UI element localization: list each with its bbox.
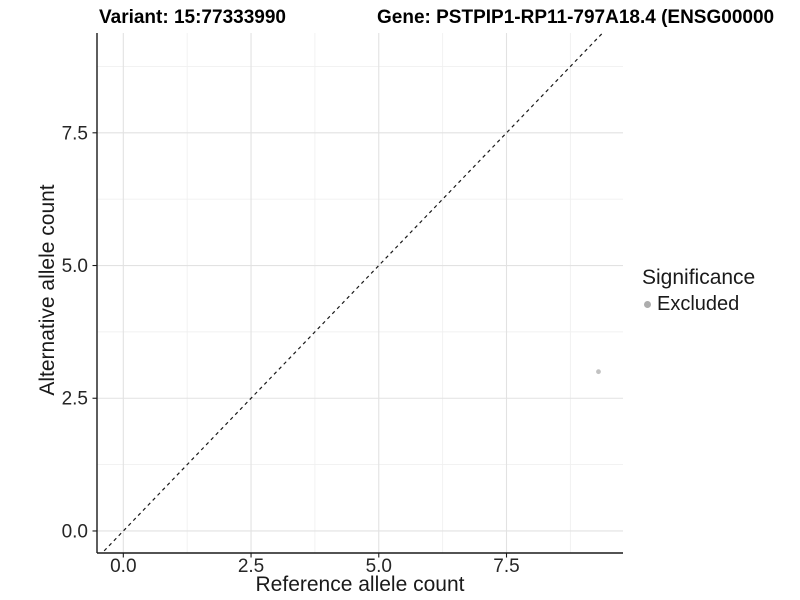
y-tick-label: 7.5 bbox=[62, 123, 88, 144]
data-points bbox=[596, 369, 601, 375]
tick-marks bbox=[92, 132, 508, 558]
legend-title: Significance bbox=[642, 266, 756, 289]
identity-line-group bbox=[101, 33, 604, 553]
x-axis-title: Reference allele count bbox=[255, 573, 465, 596]
x-tick-label: 5.0 bbox=[366, 556, 392, 577]
legend-point-icon bbox=[644, 301, 651, 308]
x-tick-labels: 0.0 2.5 5.0 7.5 bbox=[110, 556, 520, 577]
identity-dashed-line bbox=[101, 33, 604, 553]
legend: Significance Excluded bbox=[642, 266, 755, 316]
grid-major bbox=[97, 33, 623, 553]
axis-lines bbox=[96, 33, 623, 554]
y-axis-title: Alternative allele count bbox=[36, 184, 59, 396]
legend-item-label: Excluded bbox=[657, 293, 740, 315]
y-tick-label: 2.5 bbox=[62, 389, 88, 410]
plot-title-variant: Variant: 15:77333990 bbox=[99, 7, 286, 28]
grid-minor bbox=[97, 33, 623, 553]
data-point-excluded bbox=[596, 369, 601, 375]
x-tick-label: 7.5 bbox=[493, 556, 519, 577]
y-tick-label: 5.0 bbox=[62, 256, 88, 277]
y-tick-label: 0.0 bbox=[62, 521, 88, 542]
x-tick-label: 0.0 bbox=[110, 556, 136, 577]
y-tick-labels: 0.0 2.5 5.0 7.5 bbox=[62, 123, 88, 542]
legend-item-excluded: Excluded bbox=[642, 293, 755, 316]
x-tick-label: 2.5 bbox=[238, 556, 264, 577]
plot-title-gene: Gene: PSTPIP1-RP11-797A18.4 (ENSG00000 bbox=[377, 7, 775, 28]
